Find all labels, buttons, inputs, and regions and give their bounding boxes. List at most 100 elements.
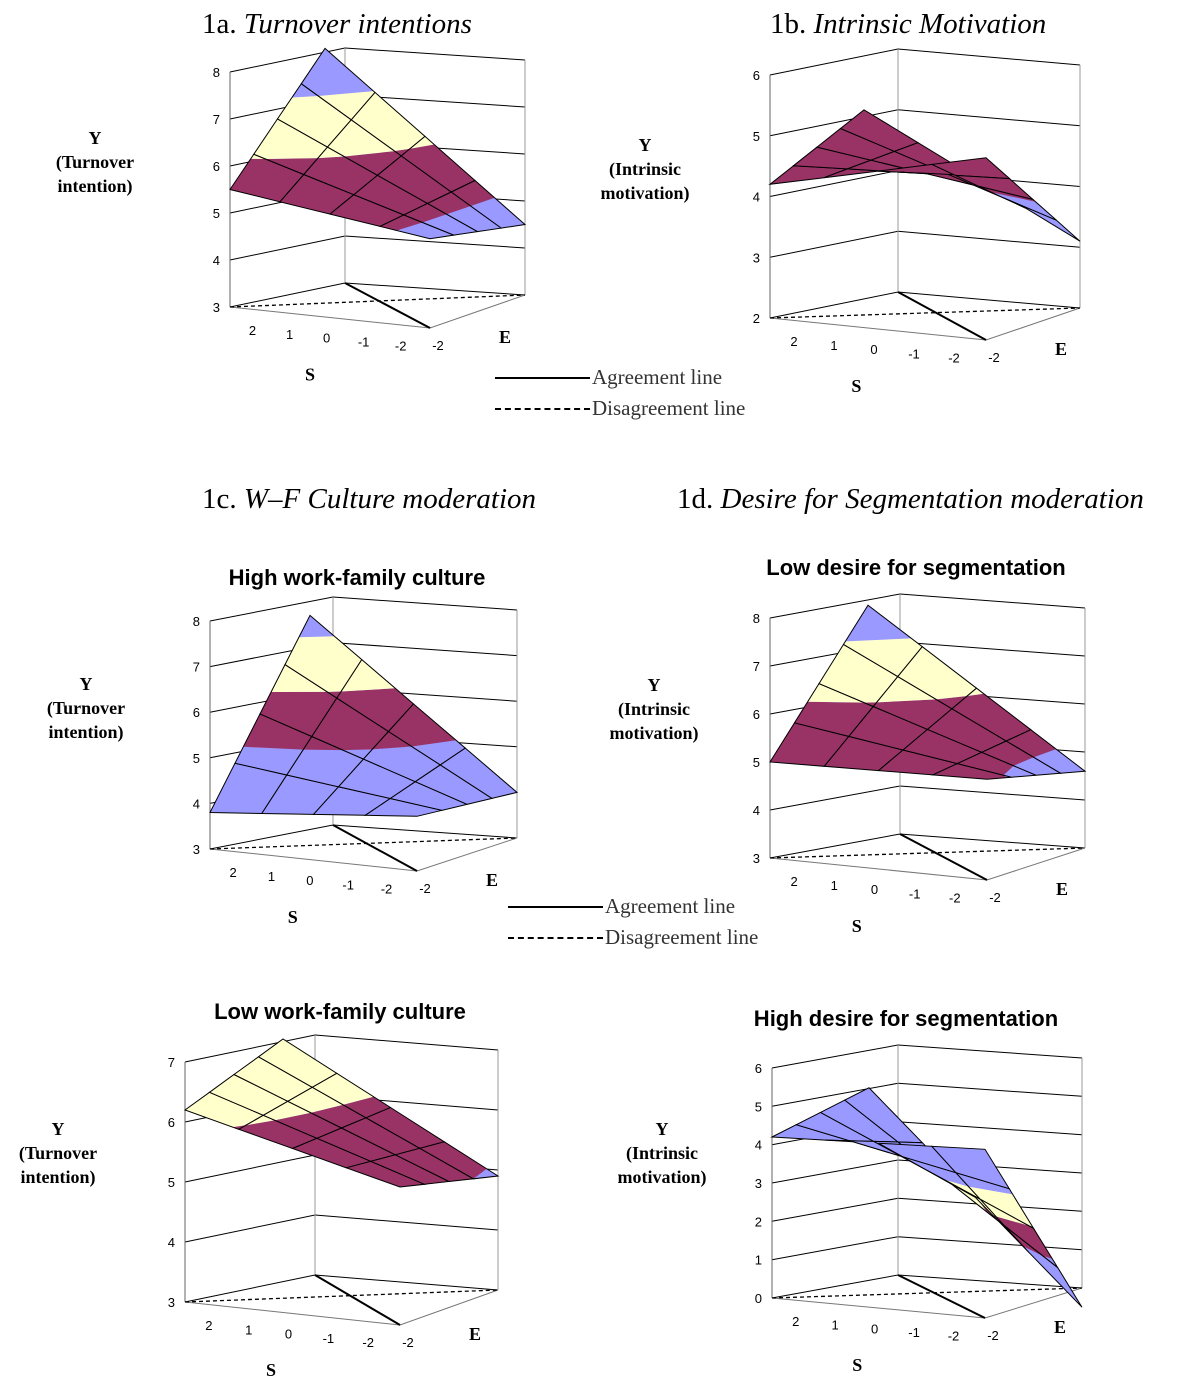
chart-d-high: 0 1 2 3 4 5 6 2 1 0 -1 -2 -2 S E bbox=[755, 1044, 1083, 1375]
e-axis-label: E bbox=[499, 327, 511, 347]
legend-agreement-label: Agreement line bbox=[592, 365, 723, 389]
gridline-4 bbox=[184, 1214, 499, 1243]
s-tick-label: 1 bbox=[245, 1322, 252, 1337]
surface-band bbox=[819, 644, 898, 703]
surface-band bbox=[770, 722, 849, 767]
surface-band bbox=[209, 1074, 288, 1116]
surface-band bbox=[230, 158, 304, 202]
surface-band bbox=[366, 1107, 445, 1149]
surface-band bbox=[817, 128, 895, 161]
surface-band bbox=[185, 1092, 264, 1128]
s-tick-label: -2 bbox=[381, 881, 393, 896]
disagreement-line bbox=[769, 307, 1081, 319]
y-tick-label: 8 bbox=[753, 611, 760, 626]
ylabel-c-low: Y (Turnover intention) bbox=[19, 1117, 97, 1189]
s-tick-label: 0 bbox=[871, 882, 878, 897]
surface-band bbox=[427, 192, 471, 215]
e-axis-label: E bbox=[486, 870, 498, 890]
s-tick-label: 0 bbox=[870, 342, 877, 357]
e-axis-label: E bbox=[1055, 339, 1067, 359]
surface bbox=[768, 109, 1081, 242]
gridline-8 bbox=[229, 47, 526, 73]
y-tick-label: 0 bbox=[755, 1291, 762, 1306]
s-tick-label: 1 bbox=[830, 338, 837, 353]
gridline-6 bbox=[771, 1044, 1083, 1069]
gridline-6 bbox=[769, 48, 1081, 76]
chart-d-low: 3 4 5 6 7 8 2 1 0 -1 -2 -2 S E bbox=[753, 593, 1087, 936]
surface-band bbox=[258, 1039, 337, 1088]
heading-1b-number: 1b. bbox=[770, 8, 807, 40]
surface-band bbox=[346, 1161, 425, 1187]
surface-band bbox=[878, 164, 956, 176]
surface-band bbox=[968, 1186, 1033, 1227]
ylabel-a-line2: (Turnover bbox=[55, 152, 135, 172]
ylabel-d-high: Y (Intrinsic motivation) bbox=[618, 1117, 707, 1189]
surface-band bbox=[277, 96, 352, 148]
s-tick-label: -1 bbox=[342, 877, 354, 892]
y-tick-label: 4 bbox=[193, 796, 200, 811]
y-tick-label: 7 bbox=[753, 659, 760, 674]
surface-band bbox=[380, 214, 423, 231]
e-axis-label: E bbox=[1056, 879, 1068, 899]
y-tick-label: 3 bbox=[755, 1176, 762, 1191]
y-tick-label: 8 bbox=[213, 65, 220, 80]
heading-1b: 1b. Intrinsic Motivation bbox=[770, 8, 1046, 41]
surface-band bbox=[853, 1133, 874, 1142]
ylabel-d-high-line1: Y bbox=[655, 1119, 669, 1139]
surface-band bbox=[243, 713, 312, 750]
y-tick-label: 8 bbox=[193, 614, 200, 629]
y-tick-label: 7 bbox=[193, 660, 200, 675]
e-axis-label: E bbox=[469, 1324, 481, 1344]
s-tick-label: -1 bbox=[908, 346, 920, 361]
surface-band bbox=[303, 736, 343, 751]
surface-mesh bbox=[1004, 1225, 1083, 1308]
ylabel-c-low-line3: intention) bbox=[20, 1167, 96, 1187]
surface-band bbox=[395, 1148, 474, 1182]
y-tick-label: 5 bbox=[753, 755, 760, 770]
y-tick-label: 7 bbox=[213, 112, 220, 127]
agreement-line bbox=[314, 1274, 401, 1326]
legend-agreement-label: Agreement line bbox=[605, 894, 736, 918]
surface-cell bbox=[338, 759, 416, 799]
surface-band bbox=[341, 1117, 420, 1155]
y-tick-label: 6 bbox=[213, 159, 220, 174]
surface-band bbox=[394, 148, 410, 156]
surface bbox=[183, 1038, 500, 1188]
surface-band bbox=[388, 703, 457, 747]
y-tick-label: 1 bbox=[755, 1253, 762, 1268]
s-tick-label: -1 bbox=[908, 1325, 920, 1340]
surface-band bbox=[280, 174, 354, 215]
surface-band bbox=[403, 203, 447, 223]
s-tick-label: 2 bbox=[790, 334, 797, 349]
disagreement-line bbox=[209, 837, 518, 850]
e-axis-label: E bbox=[1054, 1317, 1066, 1337]
surface-band bbox=[274, 1112, 342, 1139]
gridline-3 bbox=[184, 1274, 499, 1303]
ylabel-c-high-line1: Y bbox=[79, 674, 93, 694]
s-tick-label: -2 bbox=[949, 890, 961, 905]
e-tick-label: -2 bbox=[987, 1328, 999, 1343]
surface-band bbox=[927, 708, 1007, 753]
surface-band bbox=[967, 688, 984, 696]
surface-band bbox=[957, 752, 1014, 776]
heading-1d-name: Desire for Segmentation moderation bbox=[720, 483, 1144, 515]
surface-band bbox=[897, 646, 977, 700]
e-tick-label: -2 bbox=[419, 881, 431, 896]
ylabel-b-line2: (Intrinsic bbox=[609, 159, 681, 179]
surface-cell bbox=[390, 781, 467, 811]
ylabel-d-low-line1: Y bbox=[647, 675, 661, 695]
y-tick-label: 2 bbox=[753, 311, 760, 326]
s-axis-label: S bbox=[305, 364, 315, 384]
heading-1c: 1c. W–F Culture moderation bbox=[202, 483, 536, 516]
gridline-4 bbox=[769, 785, 1086, 811]
y-tick-label: 5 bbox=[193, 751, 200, 766]
disagreement-line-swatch bbox=[495, 407, 590, 410]
y-tick-label: 6 bbox=[753, 707, 760, 722]
s-tick-label: 0 bbox=[323, 331, 330, 346]
surface-band bbox=[341, 659, 396, 692]
legend-agreement-row: Agreement line bbox=[508, 891, 758, 922]
y-tick-label: 4 bbox=[755, 1138, 762, 1153]
floor-front-edges bbox=[184, 1289, 499, 1326]
surface-band bbox=[311, 698, 389, 751]
ylabel-c-high-line2: (Turnover bbox=[46, 698, 126, 718]
